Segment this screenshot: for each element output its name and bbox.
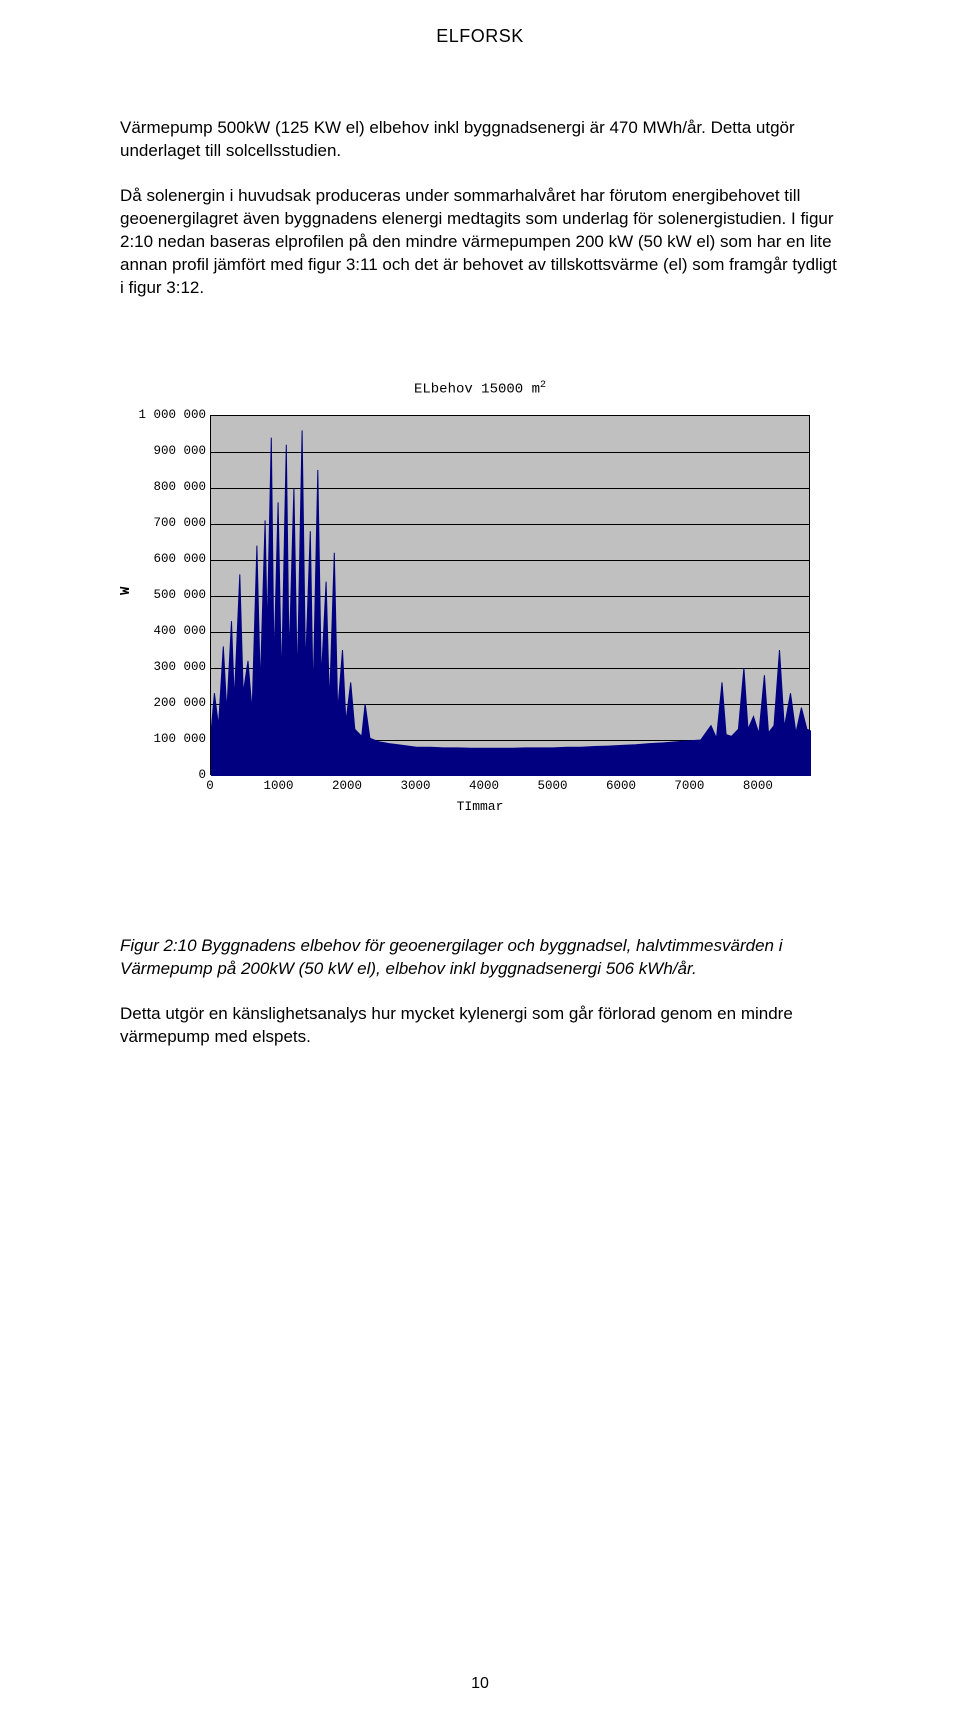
x-tick-label: 8000 [743,779,773,793]
x-tick-label: 5000 [537,779,567,793]
figure-caption-lead: Figur 2:10 [120,936,197,955]
y-tick-label: 700 000 [120,516,206,530]
x-tick-label: 1000 [263,779,293,793]
x-axis-label: TImmar [120,799,840,814]
y-tick-label: 600 000 [120,552,206,566]
y-tick-label: 100 000 [120,732,206,746]
doc-header-title: ELFORSK [120,26,840,47]
chart-series [211,416,811,776]
x-tick-label: 4000 [469,779,499,793]
paragraph-2: Då solenergin i huvudsak produceras unde… [120,185,840,300]
y-tick-label: 200 000 [120,696,206,710]
figure-caption: Figur 2:10 Byggnadens elbehov för geoene… [120,935,840,981]
y-tick-label: 800 000 [120,480,206,494]
paragraph-3: Detta utgör en känslighetsanalys hur myc… [120,1003,840,1049]
x-tick-label: 7000 [674,779,704,793]
y-tick-label: 500 000 [120,588,206,602]
y-tick-label: 0 [120,768,206,782]
series-area [211,431,811,777]
page: ELFORSK Värmepump 500kW (125 KW el) elbe… [0,0,960,1721]
y-tick-label: 400 000 [120,624,206,638]
x-tick-label: 6000 [606,779,636,793]
x-tick-label: 2000 [332,779,362,793]
chart-title: ELbehov 15000 m2 [120,380,840,398]
x-tick-label: 0 [206,779,214,793]
x-tick-label: 3000 [400,779,430,793]
paragraph-1: Värmepump 500kW (125 KW el) elbehov inkl… [120,117,840,163]
chart-container: ELbehov 15000 m2 W 0100 000200 000300 00… [120,380,840,826]
page-number: 10 [0,1675,960,1693]
y-tick-label: 900 000 [120,444,206,458]
figure-caption-rest: Byggnadens elbehov för geoenergilager oc… [120,936,782,978]
plot-area [210,415,810,775]
chart-title-text: ELbehov 15000 m [414,381,540,397]
y-tick-label: 300 000 [120,660,206,674]
chart: W 0100 000200 000300 000400 000500 00060… [120,405,840,825]
chart-title-sup: 2 [540,380,546,391]
y-tick-label: 1 000 000 [120,408,206,422]
